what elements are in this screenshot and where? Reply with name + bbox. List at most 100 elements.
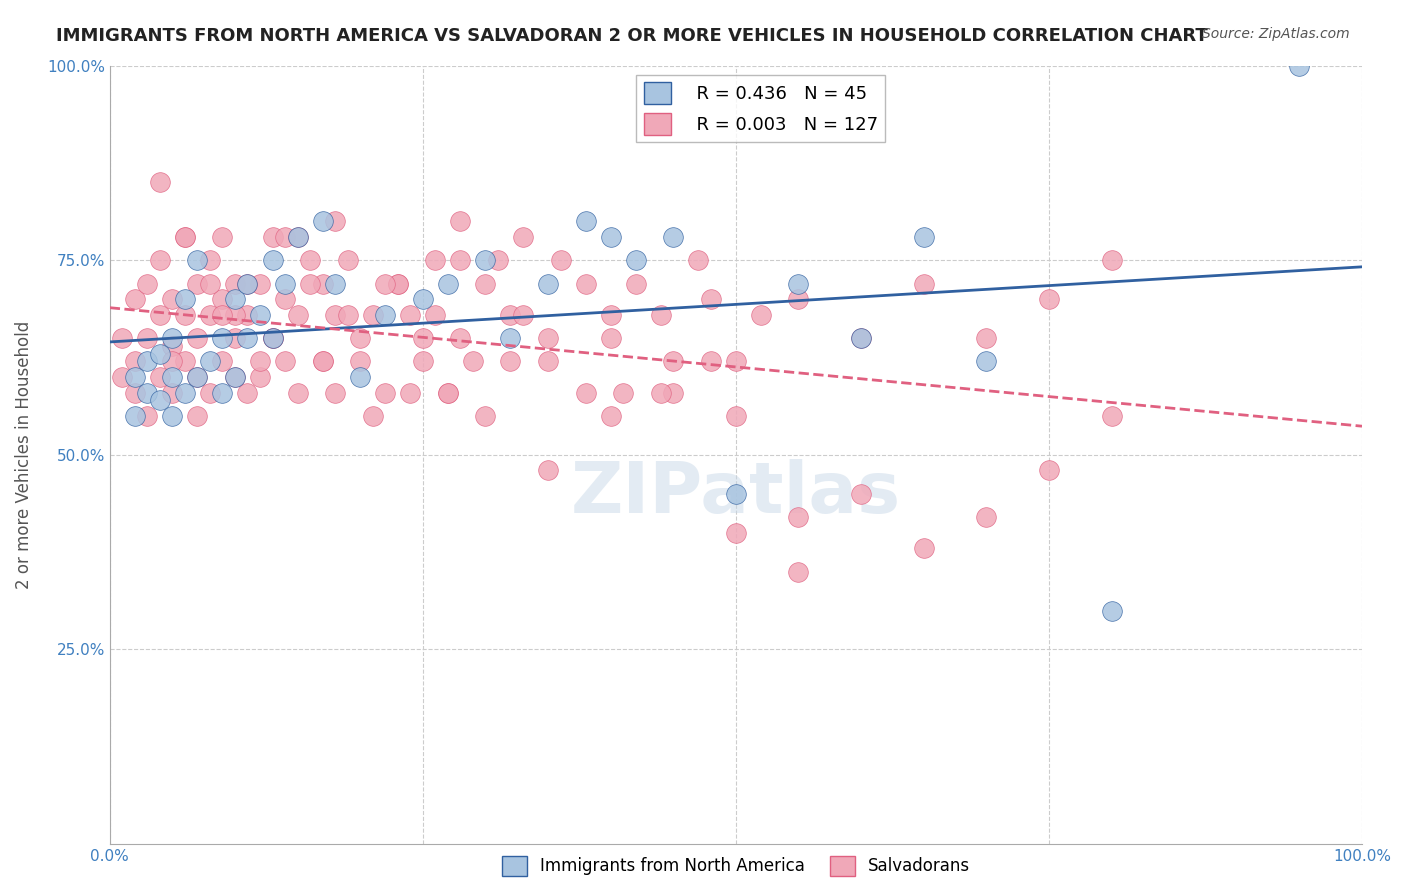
Point bbox=[336, 308, 359, 322]
Point bbox=[136, 331, 159, 345]
Point bbox=[361, 308, 384, 322]
Point bbox=[274, 277, 297, 291]
Point bbox=[162, 331, 184, 345]
Point bbox=[336, 253, 359, 268]
Point bbox=[599, 331, 621, 345]
Point bbox=[287, 308, 309, 322]
Point bbox=[236, 308, 259, 322]
Point bbox=[323, 277, 346, 291]
Point bbox=[262, 331, 284, 345]
Point bbox=[186, 277, 208, 291]
Point bbox=[299, 253, 322, 268]
Point bbox=[136, 277, 159, 291]
Point bbox=[499, 331, 522, 345]
Point bbox=[236, 277, 259, 291]
Point bbox=[787, 277, 810, 291]
Point bbox=[849, 331, 872, 345]
Point bbox=[787, 510, 810, 524]
Point bbox=[650, 385, 672, 400]
Point bbox=[211, 308, 233, 322]
Point bbox=[236, 277, 259, 291]
Point bbox=[976, 354, 998, 368]
Point bbox=[323, 308, 346, 322]
Point bbox=[724, 409, 747, 423]
Y-axis label: 2 or more Vehicles in Household: 2 or more Vehicles in Household bbox=[15, 321, 32, 589]
Point bbox=[149, 393, 172, 408]
Point bbox=[662, 385, 685, 400]
Point bbox=[849, 487, 872, 501]
Point bbox=[162, 292, 184, 306]
Point bbox=[311, 214, 333, 228]
Point bbox=[198, 308, 221, 322]
Point bbox=[474, 277, 496, 291]
Point bbox=[162, 354, 184, 368]
Point bbox=[374, 308, 396, 322]
Point bbox=[749, 308, 772, 322]
Point bbox=[349, 354, 371, 368]
Point bbox=[437, 385, 460, 400]
Point bbox=[124, 370, 146, 384]
Point bbox=[186, 409, 208, 423]
Point bbox=[912, 277, 935, 291]
Point bbox=[550, 253, 572, 268]
Point bbox=[537, 331, 560, 345]
Point bbox=[224, 370, 246, 384]
Text: Source: ZipAtlas.com: Source: ZipAtlas.com bbox=[1202, 27, 1350, 41]
Point bbox=[575, 214, 598, 228]
Point bbox=[1101, 603, 1123, 617]
Point bbox=[249, 354, 271, 368]
Point bbox=[224, 370, 246, 384]
Point bbox=[323, 385, 346, 400]
Point bbox=[224, 292, 246, 306]
Point bbox=[724, 525, 747, 540]
Point bbox=[198, 277, 221, 291]
Point bbox=[287, 230, 309, 244]
Point bbox=[311, 354, 333, 368]
Point bbox=[162, 385, 184, 400]
Point bbox=[287, 230, 309, 244]
Text: IMMIGRANTS FROM NORTH AMERICA VS SALVADORAN 2 OR MORE VEHICLES IN HOUSEHOLD CORR: IMMIGRANTS FROM NORTH AMERICA VS SALVADO… bbox=[56, 27, 1208, 45]
Point bbox=[111, 331, 134, 345]
Point bbox=[374, 277, 396, 291]
Point bbox=[311, 277, 333, 291]
Point bbox=[662, 230, 685, 244]
Point bbox=[349, 370, 371, 384]
Point bbox=[399, 308, 422, 322]
Point bbox=[198, 354, 221, 368]
Point bbox=[688, 253, 710, 268]
Point bbox=[599, 409, 621, 423]
Point bbox=[198, 385, 221, 400]
Point bbox=[599, 308, 621, 322]
Point bbox=[262, 331, 284, 345]
Point bbox=[186, 370, 208, 384]
Point bbox=[425, 253, 447, 268]
Point bbox=[599, 230, 621, 244]
Point bbox=[211, 385, 233, 400]
Point bbox=[512, 308, 534, 322]
Point bbox=[149, 370, 172, 384]
Point bbox=[537, 463, 560, 477]
Point bbox=[173, 308, 195, 322]
Point bbox=[211, 292, 233, 306]
Point bbox=[236, 331, 259, 345]
Point bbox=[399, 385, 422, 400]
Point bbox=[173, 385, 195, 400]
Point bbox=[1288, 59, 1310, 73]
Point bbox=[249, 370, 271, 384]
Point bbox=[662, 354, 685, 368]
Point bbox=[274, 292, 297, 306]
Point bbox=[537, 354, 560, 368]
Point bbox=[224, 331, 246, 345]
Point bbox=[449, 253, 471, 268]
Point bbox=[449, 214, 471, 228]
Point bbox=[236, 385, 259, 400]
Point bbox=[287, 385, 309, 400]
Point bbox=[274, 354, 297, 368]
Legend: Immigrants from North America, Salvadorans: Immigrants from North America, Salvadora… bbox=[495, 849, 977, 882]
Point bbox=[162, 339, 184, 353]
Point bbox=[624, 253, 647, 268]
Point bbox=[486, 253, 509, 268]
Point bbox=[349, 331, 371, 345]
Point bbox=[211, 230, 233, 244]
Point bbox=[575, 277, 598, 291]
